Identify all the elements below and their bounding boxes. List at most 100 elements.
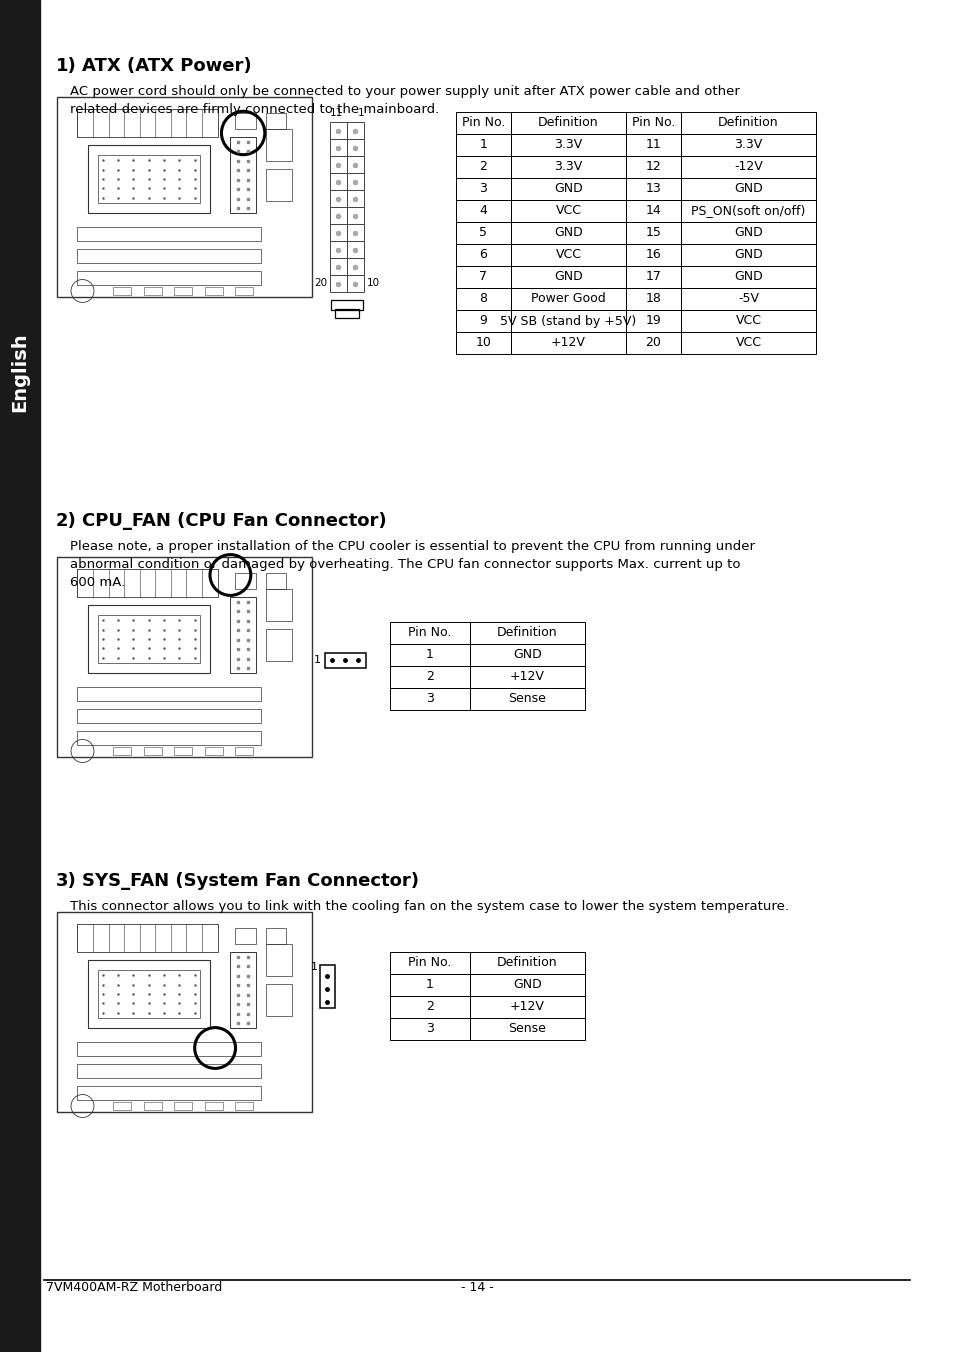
- Text: 9: 9: [479, 315, 487, 327]
- Bar: [330, 122, 347, 139]
- Text: Pin No.: Pin No.: [631, 116, 675, 130]
- Bar: [174, 1102, 192, 1110]
- Text: GND: GND: [734, 249, 762, 261]
- Bar: [456, 112, 511, 134]
- Bar: [266, 114, 286, 128]
- Text: 11: 11: [330, 108, 343, 118]
- Text: Pin No.: Pin No.: [408, 626, 451, 639]
- Bar: [330, 241, 347, 258]
- Text: Please note, a proper installation of the CPU cooler is essential to prevent the: Please note, a proper installation of th…: [70, 539, 754, 553]
- Bar: [98, 155, 199, 203]
- Text: 11: 11: [645, 138, 660, 151]
- Text: 1: 1: [314, 654, 320, 665]
- Text: 2: 2: [426, 1000, 434, 1014]
- Bar: [77, 923, 217, 952]
- Text: +12V: +12V: [551, 337, 585, 350]
- Bar: [470, 644, 584, 667]
- Bar: [625, 310, 680, 333]
- Text: Sense: Sense: [508, 1022, 546, 1036]
- Bar: [77, 227, 261, 241]
- Bar: [680, 333, 815, 354]
- Text: -12V: -12V: [734, 161, 762, 173]
- Bar: [680, 310, 815, 333]
- Bar: [347, 191, 364, 207]
- Text: GND: GND: [554, 227, 582, 239]
- Text: 1: 1: [426, 979, 434, 991]
- Bar: [511, 288, 625, 310]
- Bar: [231, 952, 255, 1028]
- Bar: [470, 973, 584, 996]
- Bar: [144, 748, 161, 754]
- Bar: [511, 155, 625, 178]
- Bar: [456, 243, 511, 266]
- Bar: [347, 224, 364, 241]
- Bar: [680, 155, 815, 178]
- Bar: [390, 973, 470, 996]
- Bar: [456, 178, 511, 200]
- Bar: [511, 310, 625, 333]
- Text: 600 mA.: 600 mA.: [70, 576, 125, 589]
- Bar: [330, 191, 347, 207]
- Text: 3.3V: 3.3V: [734, 138, 761, 151]
- Bar: [235, 287, 253, 295]
- Text: Pin No.: Pin No.: [408, 956, 451, 969]
- Bar: [470, 996, 584, 1018]
- Bar: [330, 274, 347, 292]
- Text: 7VM400AM-RZ Motherboard: 7VM400AM-RZ Motherboard: [46, 1280, 222, 1294]
- Bar: [680, 243, 815, 266]
- Bar: [470, 1018, 584, 1040]
- Bar: [77, 249, 261, 264]
- Bar: [77, 687, 261, 700]
- Bar: [88, 145, 210, 214]
- Text: 1: 1: [426, 649, 434, 661]
- Text: 3): 3): [56, 872, 76, 890]
- Text: 14: 14: [645, 204, 660, 218]
- Bar: [347, 207, 364, 224]
- Bar: [470, 688, 584, 710]
- Bar: [511, 243, 625, 266]
- Text: 19: 19: [645, 315, 660, 327]
- Bar: [77, 1086, 261, 1101]
- Bar: [456, 310, 511, 333]
- Bar: [456, 266, 511, 288]
- Bar: [231, 598, 255, 673]
- Bar: [470, 952, 584, 973]
- Bar: [144, 287, 161, 295]
- Bar: [625, 222, 680, 243]
- Text: VCC: VCC: [735, 337, 760, 350]
- Bar: [330, 224, 347, 241]
- Bar: [77, 731, 261, 745]
- Text: 1: 1: [479, 138, 487, 151]
- Text: 15: 15: [645, 227, 660, 239]
- Text: 12: 12: [645, 161, 660, 173]
- Text: 17: 17: [645, 270, 660, 284]
- Text: 3: 3: [479, 183, 487, 196]
- Bar: [235, 573, 255, 589]
- Text: SYS_FAN (System Fan Connector): SYS_FAN (System Fan Connector): [82, 872, 418, 890]
- Bar: [266, 944, 292, 976]
- Bar: [330, 139, 347, 155]
- Text: 2): 2): [56, 512, 76, 530]
- Bar: [625, 243, 680, 266]
- Bar: [335, 310, 358, 318]
- Text: 2: 2: [479, 161, 487, 173]
- Text: 7: 7: [479, 270, 487, 284]
- Bar: [330, 173, 347, 191]
- Bar: [330, 155, 347, 173]
- Bar: [511, 112, 625, 134]
- Bar: [680, 222, 815, 243]
- Bar: [77, 1064, 261, 1078]
- Text: 16: 16: [645, 249, 660, 261]
- Bar: [625, 333, 680, 354]
- Bar: [330, 207, 347, 224]
- Text: 3: 3: [426, 1022, 434, 1036]
- Bar: [57, 913, 312, 1111]
- Bar: [235, 748, 253, 754]
- Text: GND: GND: [734, 270, 762, 284]
- Bar: [625, 178, 680, 200]
- Bar: [680, 200, 815, 222]
- Bar: [144, 1102, 161, 1110]
- Bar: [325, 653, 366, 668]
- Text: GND: GND: [734, 227, 762, 239]
- Bar: [680, 112, 815, 134]
